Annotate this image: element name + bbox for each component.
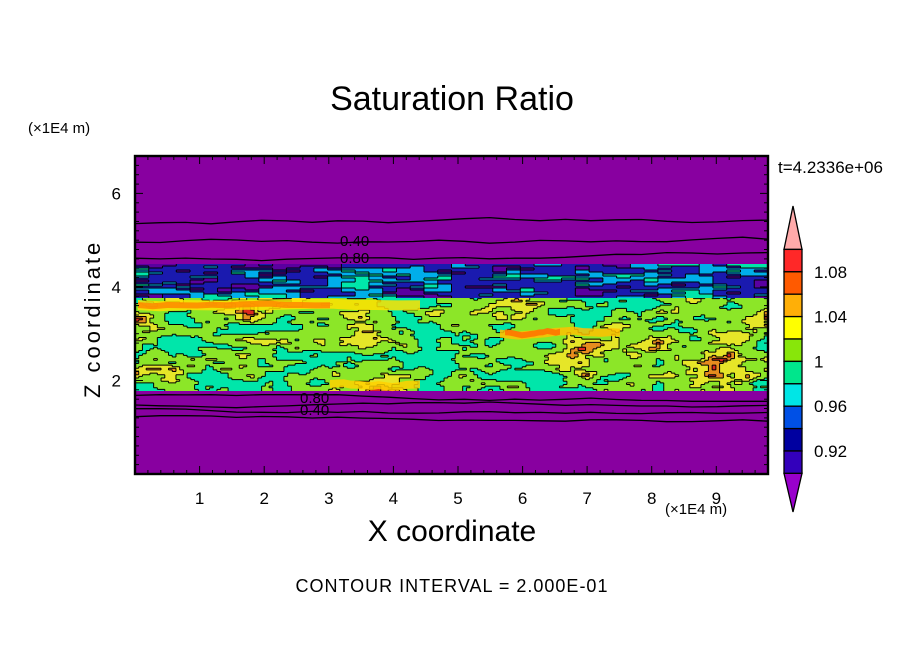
svg-text:2: 2 <box>112 372 121 391</box>
svg-text:3: 3 <box>324 489 333 508</box>
svg-text:0.40: 0.40 <box>340 233 369 250</box>
svg-text:5: 5 <box>453 489 462 508</box>
svg-text:2: 2 <box>259 489 268 508</box>
svg-text:4: 4 <box>389 489 398 508</box>
svg-text:1.08: 1.08 <box>814 263 847 282</box>
svg-text:6: 6 <box>112 184 121 203</box>
svg-text:9: 9 <box>712 489 721 508</box>
svg-text:1.04: 1.04 <box>814 308 847 327</box>
svg-text:0.96: 0.96 <box>814 397 847 416</box>
svg-text:6: 6 <box>518 489 527 508</box>
svg-text:0.80: 0.80 <box>340 250 369 267</box>
svg-text:0.92: 0.92 <box>814 442 847 461</box>
svg-text:1: 1 <box>814 352 823 371</box>
svg-text:7: 7 <box>582 489 591 508</box>
svg-text:8: 8 <box>647 489 656 508</box>
svg-text:1: 1 <box>195 489 204 508</box>
svg-text:4: 4 <box>112 278 121 297</box>
svg-text:0.40: 0.40 <box>300 402 329 419</box>
